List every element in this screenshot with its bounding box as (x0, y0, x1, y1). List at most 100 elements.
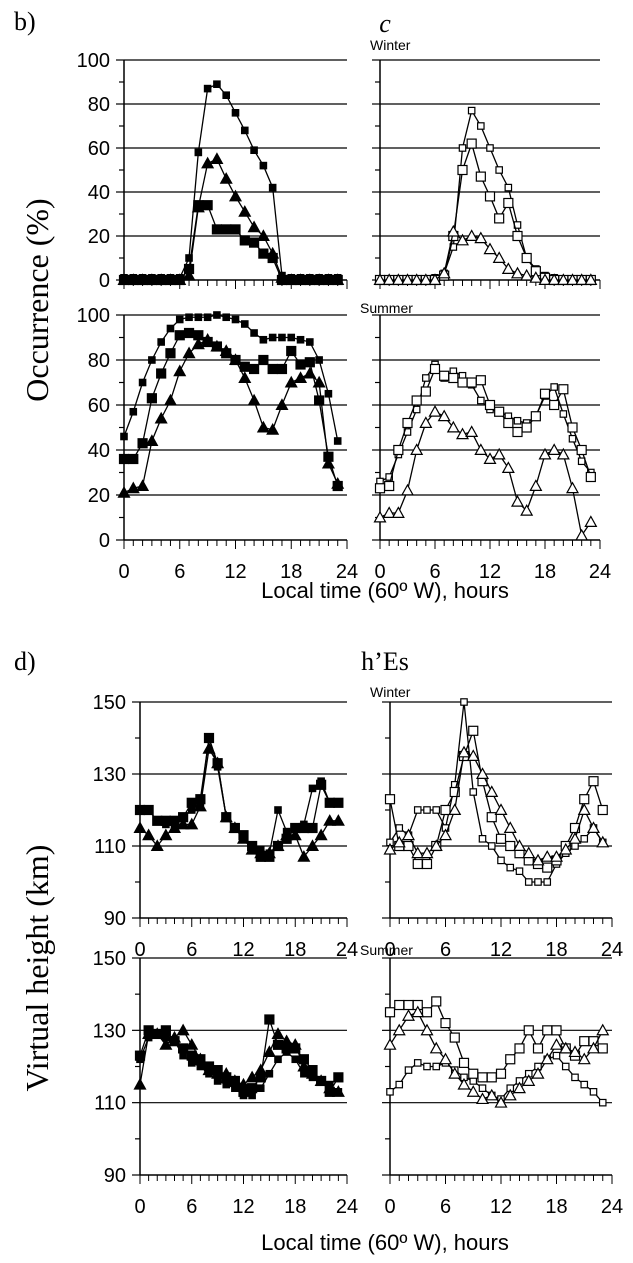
data-point-triangle (485, 785, 499, 798)
data-point-square (160, 815, 171, 826)
data-point-square (475, 171, 486, 182)
data-point-square (486, 144, 494, 152)
data-point-square (240, 320, 249, 328)
data-point-square (513, 416, 522, 425)
data-point-square (295, 359, 306, 370)
data-point-triangle (236, 1077, 251, 1090)
data-point-triangle (522, 1074, 536, 1086)
data-point-square (468, 1068, 479, 1079)
data-point-square (580, 1080, 589, 1089)
series-line (124, 204, 338, 281)
data-point-triangle (584, 273, 598, 285)
data-point-square (432, 1062, 441, 1071)
data-point-triangle (494, 1095, 508, 1108)
data-point-triangle (483, 452, 497, 464)
data-point-square (134, 804, 146, 816)
data-point-triangle (219, 172, 233, 184)
data-point-square (431, 996, 442, 1007)
y-tick-label: 60 (88, 395, 110, 417)
data-point-square (286, 345, 297, 357)
x-tick-label: 0 (384, 1196, 395, 1218)
subplot-c-summer-left: 0 20 40 60 80 100 0 6 12 18 24 (77, 305, 359, 583)
data-point-square (571, 1073, 579, 1082)
x-axis-label-b: Local time (60º W), hours (261, 578, 509, 603)
data-point-square (333, 437, 342, 445)
data-point-square (240, 126, 249, 135)
data-point-triangle (475, 767, 490, 780)
data-point-square (194, 148, 203, 157)
data-point-triangle (314, 828, 328, 841)
data-point-square (250, 329, 258, 337)
data-point-square (495, 833, 507, 844)
data-point-square (550, 383, 558, 391)
data-point-square (503, 417, 514, 429)
data-point-square (486, 1072, 497, 1083)
data-point-square (521, 422, 532, 433)
season-label-summer-b: Summer (360, 300, 413, 316)
data-point-square (551, 1025, 562, 1036)
data-point-triangle (577, 1052, 591, 1065)
x-tick-label: 12 (224, 561, 246, 583)
data-point-square (193, 200, 204, 211)
data-point-triangle (211, 1066, 225, 1079)
x-tick-label: 24 (601, 1196, 623, 1218)
x-axis-label-d: Local time (60º W), hours (261, 1230, 509, 1255)
data-point-triangle (559, 1041, 573, 1054)
data-point-triangle (185, 1038, 199, 1050)
data-point-square (543, 878, 552, 886)
data-point-triangle (133, 821, 147, 834)
x-tick-label: 6 (440, 1196, 451, 1218)
data-point-square (324, 389, 333, 398)
data-point-triangle (266, 423, 280, 435)
data-point-square (423, 806, 431, 814)
data-point-square (432, 806, 441, 814)
subplot-c-summer-right: 0 6 12 18 24 (372, 314, 611, 583)
data-point-triangle (596, 1023, 610, 1036)
data-point-square (259, 335, 268, 344)
data-point-square (505, 1054, 516, 1065)
data-point-triangle (410, 443, 424, 455)
data-point-square (588, 776, 599, 787)
data-point-triangle (392, 1023, 406, 1036)
data-point-square (157, 338, 165, 346)
data-point-square (598, 1098, 607, 1107)
data-point-square (276, 274, 288, 286)
data-point-triangle (549, 850, 564, 862)
data-point-square (286, 274, 297, 286)
data-point-square (386, 1088, 394, 1096)
data-point-square (393, 444, 404, 456)
data-point-triangle (547, 273, 561, 285)
data-point-square (165, 274, 176, 286)
data-point-triangle (211, 756, 225, 769)
data-point-square (385, 473, 393, 481)
data-point-triangle (323, 1081, 337, 1094)
data-point-square (506, 863, 515, 872)
data-point-triangle (446, 420, 460, 433)
y-tick-label: 0 (99, 270, 110, 292)
data-point-square (259, 161, 268, 170)
data-point-square (542, 1025, 553, 1036)
data-point-triangle (510, 266, 525, 279)
data-point-square (203, 732, 215, 744)
data-point-triangle (133, 1077, 147, 1090)
subplot-c-winter-left: 0 20 40 60 80 100 (77, 50, 348, 292)
data-point-square (505, 840, 516, 852)
data-point-square (186, 1050, 197, 1061)
data-point-triangle (280, 1034, 294, 1047)
x-tick-label: 24 (589, 561, 611, 583)
data-point-square (203, 313, 212, 322)
panel-d-title: h’Es (361, 647, 409, 676)
x-tick-label: 0 (134, 1196, 145, 1218)
data-point-square (324, 797, 335, 808)
data-point-triangle (219, 810, 233, 823)
data-point-triangle (420, 1023, 434, 1036)
data-point-triangle (321, 456, 335, 469)
data-point-triangle (501, 461, 515, 473)
data-point-triangle (437, 266, 451, 279)
data-point-square (457, 377, 468, 388)
data-point-square (239, 361, 250, 372)
data-point-square (175, 315, 184, 324)
data-point-triangle (305, 1066, 320, 1079)
data-point-square (421, 858, 433, 870)
